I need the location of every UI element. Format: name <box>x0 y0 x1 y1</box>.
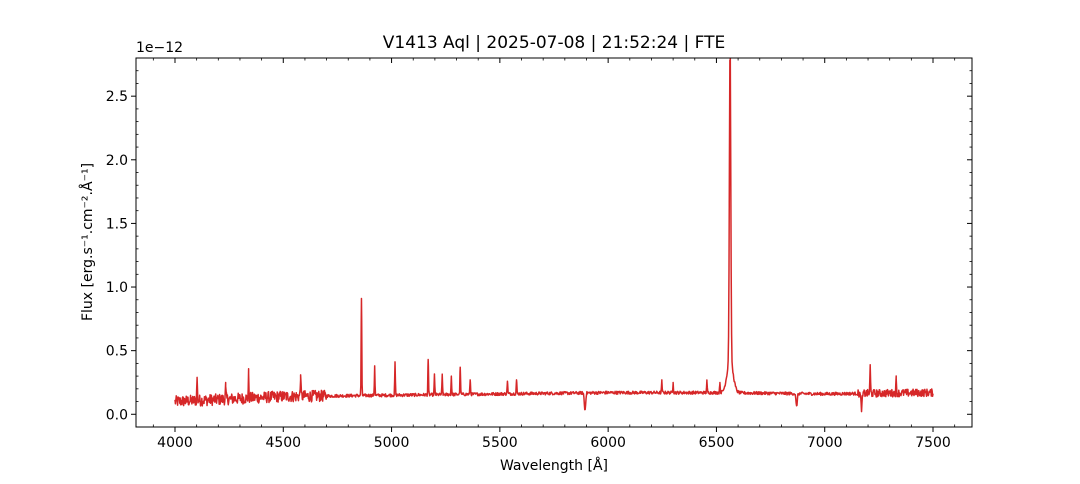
plot-frame <box>135 57 973 428</box>
x-tick-label: 5000 <box>374 435 410 451</box>
y-offset-label: 1e−12 <box>136 40 183 56</box>
x-tick-label: 5500 <box>482 435 518 451</box>
y-tick-label: 0.0 <box>106 407 128 423</box>
y-tick-label: 1.5 <box>106 216 128 232</box>
y-tick-label: 2.5 <box>106 89 128 105</box>
chart-title: V1413 Aql | 2025-07-08 | 21:52:24 | FTE <box>383 33 726 53</box>
axis-ticks: 4000 4500 5000 5500 6000 6500 7000 7500 0.0 0.5 1.… <box>106 58 972 451</box>
x-tick-label: 6500 <box>699 435 735 451</box>
y-tick-label: 2.0 <box>106 153 128 169</box>
x-tick-label: 7000 <box>807 435 843 451</box>
x-tick-label: 4500 <box>265 435 301 451</box>
x-tick-label: 7500 <box>915 435 951 451</box>
spectrum-line <box>174 58 934 413</box>
plot-area <box>174 58 934 413</box>
x-tick-label: 4000 <box>157 435 193 451</box>
x-axis-label: Wavelength [Å] <box>500 457 608 474</box>
x-tick-label: 6000 <box>590 435 626 451</box>
y-axis-label: Flux [erg.s⁻¹.cm⁻².Å⁻¹] <box>79 163 96 321</box>
y-tick-label: 1.0 <box>106 280 128 296</box>
y-tick-label: 0.5 <box>106 344 128 360</box>
